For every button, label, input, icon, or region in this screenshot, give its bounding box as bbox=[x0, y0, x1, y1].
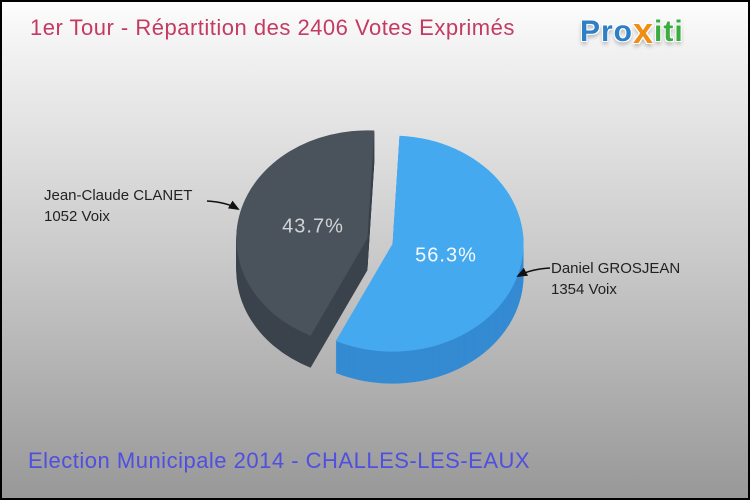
pie-slice-jean-claude-clanet bbox=[236, 130, 375, 336]
pie-slices bbox=[236, 130, 524, 384]
callout-grosjean: Daniel GROSJEAN 1354 Voix bbox=[551, 258, 680, 300]
callout-arrow-grosjean bbox=[516, 267, 551, 277]
candidate-name: Daniel GROSJEAN bbox=[551, 260, 681, 277]
percent-label-grosjean: 56.3% bbox=[415, 244, 477, 267]
candidate-votes: 1052 Voix bbox=[44, 208, 110, 225]
logo-text-pro: Pro bbox=[580, 15, 634, 48]
logo-text-iti: iti bbox=[654, 15, 684, 48]
candidate-name: Jean-Claude CLANET bbox=[44, 187, 193, 204]
percent-label-clanet: 43.7% bbox=[282, 215, 344, 238]
logo-x-glyph: x bbox=[633, 10, 655, 51]
pie-slice-daniel-grosjean bbox=[335, 135, 524, 352]
election-subtitle: Election Municipale 2014 - CHALLES-LES-E… bbox=[28, 448, 531, 473]
chart-title: 1er Tour - Répartition des 2406 Votes Ex… bbox=[30, 15, 515, 40]
candidate-votes: 1354 Voix bbox=[551, 281, 617, 298]
callout-clanet: Jean-Claude CLANET 1052 Voix bbox=[44, 185, 192, 227]
proxiti-logo: Proxiti bbox=[580, 10, 684, 52]
callout-arrow-clanet bbox=[206, 200, 240, 211]
